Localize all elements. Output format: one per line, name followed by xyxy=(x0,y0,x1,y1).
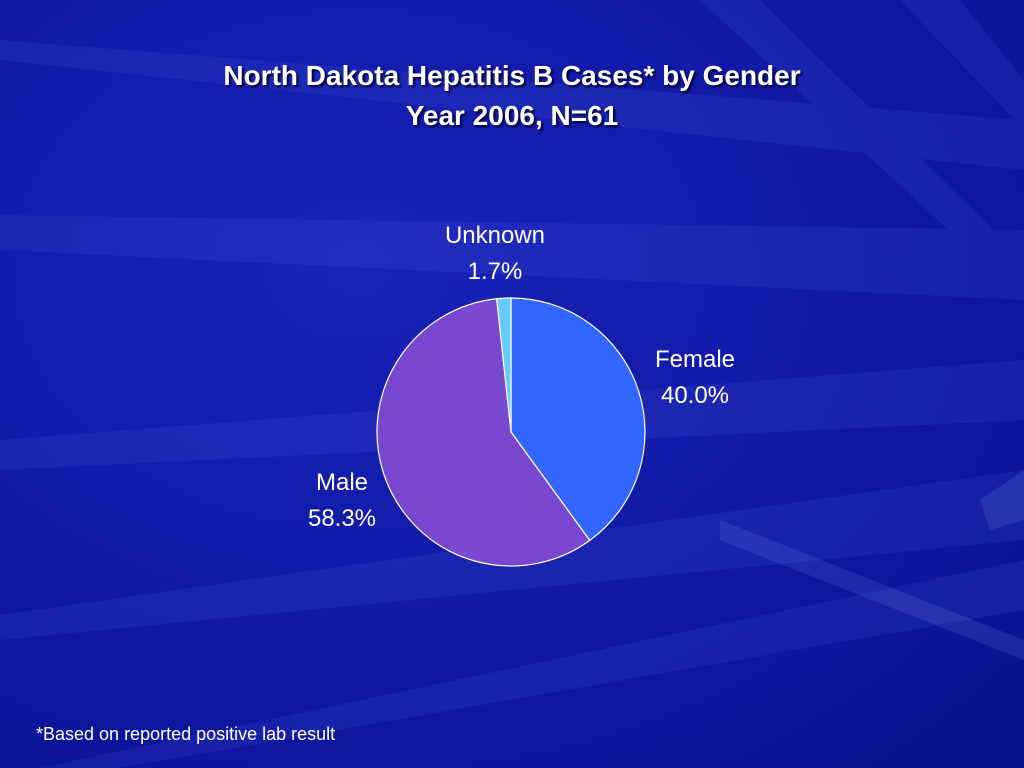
slice-label-male: Male xyxy=(316,469,368,496)
slice-label-female: Female xyxy=(655,346,735,373)
footnote: *Based on reported positive lab result xyxy=(36,724,336,744)
chart-title-line-1: North Dakota Hepatitis B Cases* by Gende… xyxy=(223,60,801,91)
slice-value-male: 58.3% xyxy=(308,505,376,532)
slice-value-unknown: 1.7% xyxy=(468,258,523,285)
slice-value-female: 40.0% xyxy=(661,382,729,409)
background-highlight-rays xyxy=(720,470,1024,660)
slice-label-unknown: Unknown xyxy=(445,222,545,249)
pie-slice-unknown xyxy=(496,297,512,433)
pie-slice-male xyxy=(376,298,591,567)
pie-slice-female xyxy=(510,297,646,542)
chart-title-line-2: Year 2006, N=61 xyxy=(405,100,619,131)
